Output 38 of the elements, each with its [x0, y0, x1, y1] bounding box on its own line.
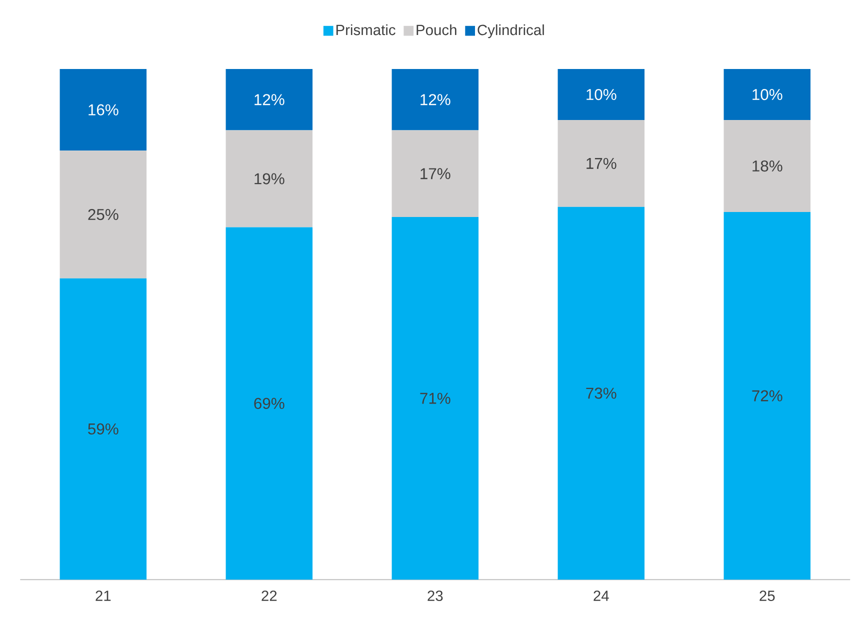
- bar: [558, 69, 645, 120]
- bar: [60, 150, 147, 278]
- data-label: 16%: [88, 104, 118, 116]
- bar: [558, 120, 645, 207]
- x-tick-label: 25: [760, 590, 775, 602]
- data-label: 25%: [88, 208, 118, 220]
- data-label: 71%: [420, 392, 450, 404]
- data-label: 12%: [420, 94, 450, 106]
- legend-label: Cylindrical: [478, 24, 544, 38]
- data-label: 69%: [254, 398, 284, 410]
- data-label: 59%: [88, 423, 118, 435]
- bar: [392, 69, 479, 130]
- data-label: 17%: [586, 158, 616, 169]
- data-label: 18%: [752, 160, 782, 172]
- bar: [392, 130, 479, 218]
- bar: [558, 206, 645, 580]
- legend-label: Pouch: [416, 24, 456, 36]
- x-tick-label: 21: [96, 590, 111, 601]
- data-label: 73%: [586, 388, 616, 399]
- bar: [226, 69, 313, 130]
- data-label: 17%: [420, 168, 450, 180]
- data-label: 10%: [752, 88, 782, 100]
- x-tick-label: 24: [594, 590, 609, 601]
- data-label: 12%: [254, 94, 284, 106]
- data-label: 10%: [586, 88, 616, 100]
- bar: [226, 130, 313, 228]
- data-label: 72%: [752, 390, 782, 402]
- bar: [724, 212, 810, 580]
- bar: [392, 217, 479, 580]
- bar: [226, 227, 313, 580]
- x-tick-label: 22: [262, 590, 277, 601]
- legend-label: Prismatic: [336, 24, 396, 36]
- bar: [724, 69, 810, 120]
- bar: [724, 120, 810, 212]
- bar: [60, 69, 147, 151]
- data-label: 19%: [254, 173, 284, 184]
- bar: [60, 278, 147, 580]
- x-tick-label: 23: [428, 590, 443, 602]
